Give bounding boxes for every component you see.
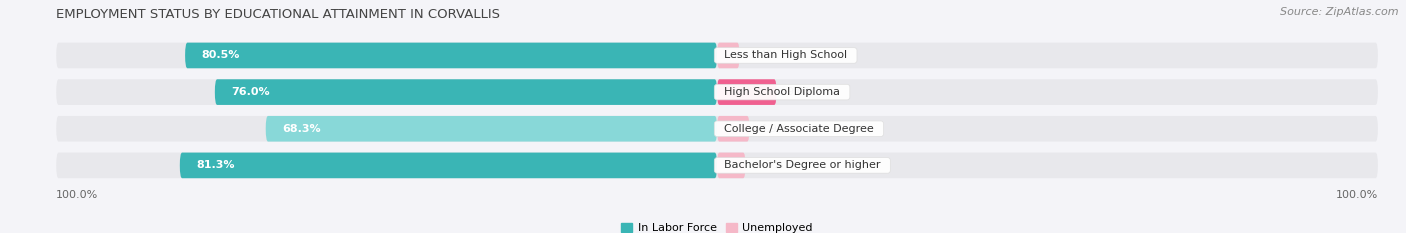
Text: EMPLOYMENT STATUS BY EDUCATIONAL ATTAINMENT IN CORVALLIS: EMPLOYMENT STATUS BY EDUCATIONAL ATTAINM…: [56, 8, 501, 21]
Text: 3.4%: 3.4%: [749, 51, 778, 60]
FancyBboxPatch shape: [56, 43, 1378, 68]
Text: College / Associate Degree: College / Associate Degree: [717, 124, 880, 134]
FancyBboxPatch shape: [56, 79, 1378, 105]
FancyBboxPatch shape: [717, 116, 749, 142]
Text: 9.0%: 9.0%: [786, 87, 815, 97]
Text: 100.0%: 100.0%: [56, 190, 98, 200]
FancyBboxPatch shape: [56, 153, 1378, 178]
FancyBboxPatch shape: [186, 43, 717, 68]
Text: Less than High School: Less than High School: [717, 51, 855, 60]
Text: High School Diploma: High School Diploma: [717, 87, 846, 97]
FancyBboxPatch shape: [717, 153, 745, 178]
Text: 81.3%: 81.3%: [197, 160, 235, 170]
Text: 68.3%: 68.3%: [283, 124, 321, 134]
Legend: In Labor Force, Unemployed: In Labor Force, Unemployed: [617, 219, 817, 233]
FancyBboxPatch shape: [266, 116, 717, 142]
FancyBboxPatch shape: [215, 79, 717, 105]
Text: 4.3%: 4.3%: [755, 160, 783, 170]
Text: Bachelor's Degree or higher: Bachelor's Degree or higher: [717, 160, 887, 170]
Text: 80.5%: 80.5%: [201, 51, 240, 60]
FancyBboxPatch shape: [56, 116, 1378, 142]
FancyBboxPatch shape: [717, 79, 776, 105]
FancyBboxPatch shape: [717, 43, 740, 68]
Text: 4.9%: 4.9%: [759, 124, 787, 134]
Text: 76.0%: 76.0%: [232, 87, 270, 97]
FancyBboxPatch shape: [180, 153, 717, 178]
Text: Source: ZipAtlas.com: Source: ZipAtlas.com: [1281, 7, 1399, 17]
Text: 100.0%: 100.0%: [1336, 190, 1378, 200]
